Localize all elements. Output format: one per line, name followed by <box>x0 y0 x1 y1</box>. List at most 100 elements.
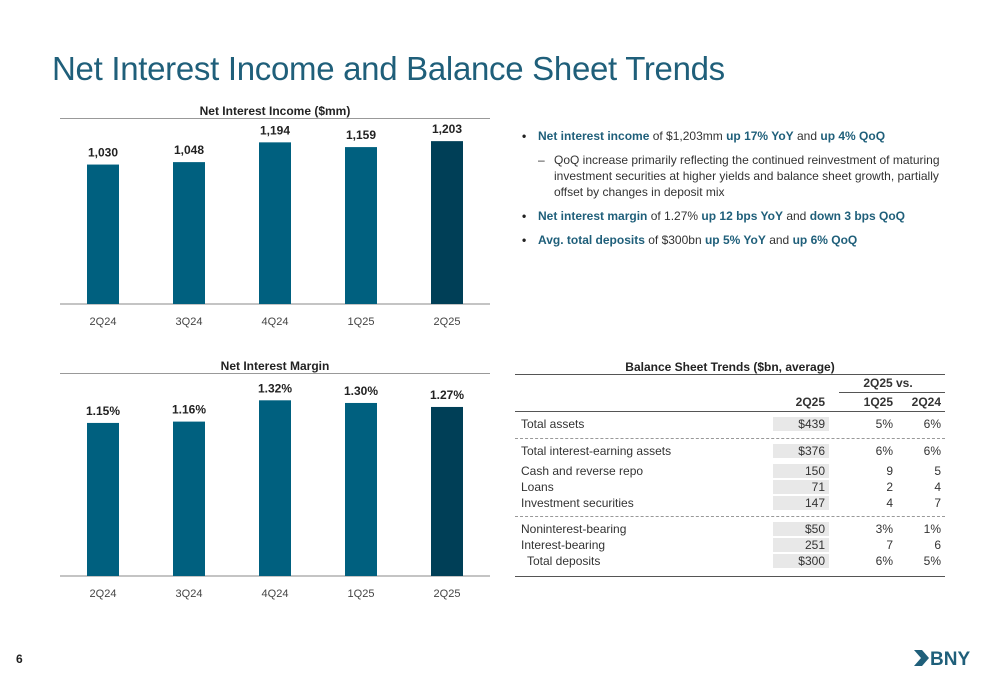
tick-label-4Q24: 4Q24 <box>262 588 289 600</box>
data-label-1Q25: 1.30% <box>344 384 378 398</box>
cell-1q25: 4 <box>886 496 893 510</box>
tick-label-2Q25: 2Q25 <box>434 588 461 600</box>
bny-logo-chevron-icon <box>914 650 929 666</box>
column-header-rule <box>515 411 945 412</box>
bullet-text: and <box>765 233 793 247</box>
row-label: Total interest-earning assets <box>521 444 672 458</box>
bny-logo: BNY <box>914 649 970 670</box>
data-label-4Q24: 1.32% <box>258 381 292 395</box>
cell-2q25: $300 <box>773 554 829 568</box>
group-header-rule <box>839 392 945 393</box>
nim-chart: 1.15% 2Q24 1.16% 3Q24 1.32% 4Q24 1.30% 1Q25 1.27… <box>60 373 490 600</box>
bullet-text: of 1.27% <box>647 209 702 223</box>
page-title: Net Interest Income and Balance Sheet Tr… <box>52 50 725 87</box>
table-row: Total deposits $300 6% 5% <box>515 554 945 570</box>
sub-bullet-item: QoQ increase primarily reflecting the co… <box>522 152 962 200</box>
bullet-text: of $1,203mm <box>649 129 727 143</box>
cell-2q25: $376 <box>773 444 829 458</box>
nii-chart: 1,030 2Q24 1,048 3Q24 1,194 4Q24 1,159 1Q25 1,20… <box>60 118 490 328</box>
cell-1q25: 7 <box>886 538 893 552</box>
commentary-bullets: Net interest income of $1,203mm up 17% Y… <box>522 128 962 256</box>
cell-2q24: 6% <box>923 417 941 431</box>
data-label-3Q24: 1,048 <box>174 143 204 157</box>
bullet-text: and <box>793 129 821 143</box>
row-label: Investment securities <box>521 496 634 510</box>
bar-2Q24 <box>87 422 119 576</box>
group-header: 2Q25 vs. <box>863 376 913 390</box>
highlight-text: Avg. total deposits <box>538 233 645 247</box>
cell-1q25: 3% <box>875 522 893 536</box>
balance-sheet-title: Balance Sheet Trends ($bn, average) <box>625 360 835 374</box>
bullet-item: Net interest income of $1,203mm up 17% Y… <box>522 128 962 144</box>
table-row: Loans 71 2 4 <box>515 480 945 496</box>
table-dashed-divider <box>515 438 945 439</box>
bullet-text: QoQ increase primarily reflecting the co… <box>554 153 940 199</box>
col-header-2q24: 2Q24 <box>911 395 941 409</box>
cell-2q24: 7 <box>934 496 941 510</box>
data-label-2Q24: 1,030 <box>88 146 118 160</box>
data-label-2Q25: 1.27% <box>430 388 464 402</box>
nii-chart-title: Net Interest Income ($mm) <box>199 104 351 118</box>
table-row: Interest-bearing 251 7 6 <box>515 538 945 554</box>
table-row: Total assets $439 5% 6% <box>515 417 945 433</box>
table-bottom-rule <box>515 576 945 577</box>
tick-label-2Q25: 2Q25 <box>434 316 461 328</box>
cell-2q24: 4 <box>934 480 941 494</box>
cell-2q24: 6 <box>934 538 941 552</box>
cell-2q25: 251 <box>773 538 829 552</box>
cell-2q25: $439 <box>773 417 829 431</box>
bar-2Q24 <box>87 164 119 304</box>
highlight-text: up 4% QoQ <box>820 129 886 143</box>
table-column-header-row: 2Q25 1Q25 2Q24 <box>515 395 945 411</box>
cell-2q25: 150 <box>773 464 829 478</box>
data-label-4Q24: 1,194 <box>260 123 290 137</box>
tick-label-1Q25: 1Q25 <box>348 588 375 600</box>
bullet-text: of $300bn <box>644 233 705 247</box>
bar-2Q25 <box>431 141 463 304</box>
highlight-text: up 6% QoQ <box>792 233 858 247</box>
bar-4Q24 <box>259 142 291 304</box>
data-label-3Q24: 1.16% <box>172 403 206 417</box>
col-header-2q25: 2Q25 <box>795 395 825 409</box>
cell-2q25: 71 <box>773 480 829 494</box>
bullet-item: Avg. total deposits of $300bn up 5% YoY … <box>522 232 962 248</box>
table-row: Noninterest-bearing $50 3% 1% <box>515 522 945 538</box>
cell-1q25: 6% <box>875 444 893 458</box>
table-group-header-row: 2Q25 vs. <box>515 376 945 392</box>
tick-label-3Q24: 3Q24 <box>176 588 203 600</box>
col-header-1q25: 1Q25 <box>863 395 893 409</box>
cell-2q24: 1% <box>923 522 941 536</box>
nim-chart-title: Net Interest Margin <box>220 359 330 373</box>
tick-label-4Q24: 4Q24 <box>262 316 289 328</box>
row-label: Total assets <box>521 417 585 431</box>
row-label: Loans <box>521 480 554 494</box>
table-row: Cash and reverse repo 150 9 5 <box>515 464 945 480</box>
cell-1q25: 5% <box>875 417 893 431</box>
cell-1q25: 6% <box>875 554 893 568</box>
table-row: Total interest-earning assets $376 6% 6% <box>515 444 945 460</box>
highlight-text: up 17% YoY <box>726 129 794 143</box>
bar-2Q25 <box>431 406 463 576</box>
bar-3Q24 <box>173 162 205 304</box>
cell-2q25: 147 <box>773 496 829 510</box>
row-label: Total deposits <box>527 554 601 568</box>
table-dashed-divider <box>515 516 945 517</box>
table-top-rule <box>515 374 945 375</box>
highlight-text: down 3 bps QoQ <box>809 209 906 223</box>
highlight-text: up 5% YoY <box>704 233 766 247</box>
row-label: Cash and reverse repo <box>521 464 644 478</box>
data-label-2Q24: 1.15% <box>86 404 120 418</box>
tick-label-2Q24: 2Q24 <box>90 316 117 328</box>
row-label: Noninterest-bearing <box>521 522 627 536</box>
highlight-text: Net interest income <box>538 129 650 143</box>
data-label-1Q25: 1,159 <box>346 128 376 142</box>
highlight-text: Net interest margin <box>538 209 648 223</box>
tick-label-1Q25: 1Q25 <box>348 316 375 328</box>
cell-1q25: 9 <box>886 464 893 478</box>
cell-2q24: 6% <box>923 444 941 458</box>
tick-label-3Q24: 3Q24 <box>176 316 203 328</box>
row-label: Interest-bearing <box>521 538 606 552</box>
highlight-text: up 12 bps YoY <box>701 209 783 223</box>
bar-1Q25 <box>345 402 377 576</box>
bar-1Q25 <box>345 147 377 304</box>
